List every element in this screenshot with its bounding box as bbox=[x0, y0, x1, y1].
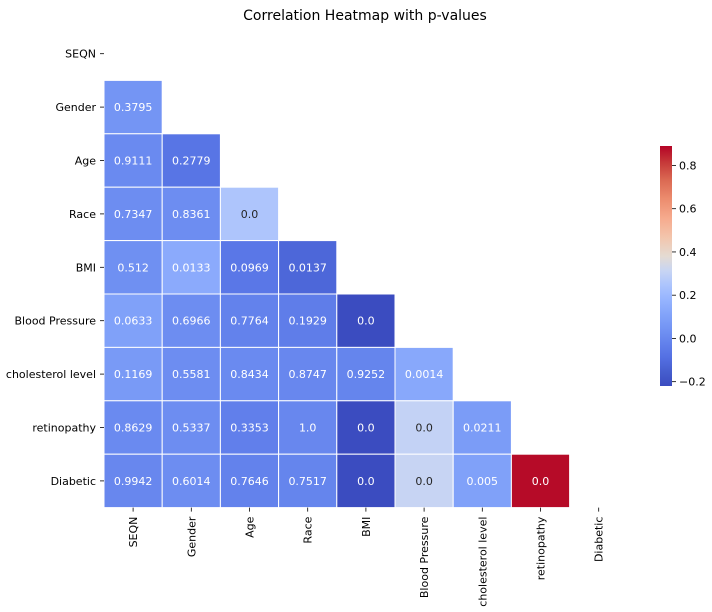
heatmap-cell bbox=[219, 453, 280, 509]
cell-value-label: 0.5581 bbox=[172, 368, 211, 381]
colorbar-tick-label: 0.0 bbox=[679, 332, 697, 345]
y-axis: SEQN Gender Age Race BMI Blood Pressure choles… bbox=[6, 48, 104, 488]
x-tick-label: BMI bbox=[360, 517, 373, 537]
y-tick-label: BMI bbox=[76, 261, 96, 274]
colorbar: −0.2 0.0 0.2 0.4 0.6 0.8 bbox=[660, 146, 706, 389]
cell-value-label: 0.0 bbox=[357, 475, 375, 488]
colorbar-gradient bbox=[660, 146, 672, 386]
heatmap-cells bbox=[103, 79, 571, 509]
cell-value-label: 0.8361 bbox=[172, 208, 211, 221]
cell-value-label: 0.9942 bbox=[114, 475, 153, 488]
cell-value-label: 0.0 bbox=[532, 475, 550, 488]
x-tick-label: Blood Pressure bbox=[418, 516, 431, 598]
cell-value-label: 0.7517 bbox=[288, 475, 327, 488]
heatmap-cell bbox=[278, 400, 338, 455]
colorbar-tick-label: −0.2 bbox=[679, 376, 706, 389]
heatmap-cell bbox=[161, 133, 221, 188]
cell-value-label: 0.2779 bbox=[172, 155, 211, 168]
x-tick-label: Gender bbox=[185, 516, 198, 557]
cell-value-label: 0.7347 bbox=[114, 208, 153, 221]
x-axis: SEQN Gender Age Race BMI Blood Pressure choles… bbox=[127, 507, 606, 607]
heatmap-cell bbox=[394, 346, 454, 402]
cell-value-label: 1.0 bbox=[299, 422, 317, 435]
cell-value-label: 0.8434 bbox=[230, 368, 269, 381]
cell-value-label: 0.0969 bbox=[230, 261, 269, 274]
y-tick-label: Blood Pressure bbox=[14, 315, 96, 328]
cell-value-label: 0.9111 bbox=[114, 155, 153, 168]
heatmap-cell bbox=[219, 346, 280, 402]
cell-value-label: 0.1929 bbox=[288, 315, 327, 328]
x-tick-label: Diabetic bbox=[593, 517, 606, 562]
heatmap-cell bbox=[278, 240, 338, 295]
cell-value-label: 0.7764 bbox=[230, 315, 269, 328]
heatmap-cell bbox=[103, 133, 163, 188]
cell-value-label: 0.0014 bbox=[405, 368, 444, 381]
y-tick-label: Age bbox=[75, 155, 97, 168]
x-tick-label: SEQN bbox=[127, 517, 140, 548]
x-tick-label: Age bbox=[244, 516, 257, 538]
heatmap-cell bbox=[278, 346, 338, 402]
heatmap-cell-labels: 0.3795 0.9111 0.2779 0.7347 0.8361 0.0 0.512 0.… bbox=[114, 101, 549, 488]
cell-value-label: 0.5337 bbox=[172, 422, 211, 435]
cell-value-label: 0.6966 bbox=[172, 315, 211, 328]
heatmap-cell bbox=[103, 79, 163, 135]
heatmap-cell bbox=[219, 186, 280, 242]
heatmap-cell bbox=[161, 240, 221, 295]
x-tick-label: cholesterol level bbox=[476, 517, 489, 607]
heatmap-cell bbox=[103, 453, 163, 509]
cell-value-label: 0.9252 bbox=[347, 368, 386, 381]
colorbar-tick-label: 0.4 bbox=[679, 246, 697, 259]
heatmap-cell bbox=[336, 346, 396, 402]
cell-value-label: 0.0 bbox=[357, 315, 375, 328]
cell-value-label: 0.0 bbox=[357, 422, 375, 435]
heatmap-cell bbox=[278, 293, 338, 348]
colorbar-ticks: −0.2 0.0 0.2 0.4 0.6 0.8 bbox=[672, 159, 706, 389]
cell-value-label: 0.7646 bbox=[230, 475, 269, 488]
y-tick-label: Gender bbox=[55, 101, 96, 114]
cell-value-label: 0.0211 bbox=[463, 422, 502, 435]
chart-title: Correlation Heatmap with p-values bbox=[243, 8, 487, 24]
y-tick-label: retinopathy bbox=[32, 422, 96, 435]
cell-value-label: 0.512 bbox=[117, 261, 149, 274]
cell-value-label: 0.0137 bbox=[288, 261, 327, 274]
cell-value-label: 0.6014 bbox=[172, 475, 211, 488]
cell-value-label: 0.005 bbox=[467, 475, 499, 488]
cell-value-label: 0.0 bbox=[415, 475, 433, 488]
heatmap-cell bbox=[161, 293, 221, 348]
y-tick-label: Race bbox=[69, 208, 96, 221]
x-tick-label: retinopathy bbox=[535, 516, 548, 580]
heatmap-cell bbox=[452, 400, 512, 455]
cell-value-label: 0.0633 bbox=[114, 315, 153, 328]
y-tick-label: SEQN bbox=[65, 48, 96, 61]
colorbar-tick-label: 0.8 bbox=[679, 159, 697, 172]
heatmap-cell bbox=[510, 453, 571, 509]
heatmap-cell bbox=[103, 400, 163, 455]
y-tick-label: Diabetic bbox=[51, 475, 96, 488]
cell-value-label: 0.8629 bbox=[114, 422, 153, 435]
y-tick-label: cholesterol level bbox=[6, 368, 96, 381]
cell-value-label: 0.3353 bbox=[230, 422, 269, 435]
cell-value-label: 0.0 bbox=[415, 422, 433, 435]
cell-value-label: 0.3795 bbox=[114, 101, 153, 114]
heatmap-cell bbox=[161, 346, 221, 402]
cell-value-label: 0.1169 bbox=[114, 368, 153, 381]
colorbar-tick-label: 0.2 bbox=[679, 289, 697, 302]
cell-value-label: 0.0 bbox=[241, 208, 259, 221]
x-tick-label: Race bbox=[302, 516, 315, 543]
heatmap-cell bbox=[161, 400, 221, 455]
colorbar-tick-label: 0.6 bbox=[679, 203, 697, 216]
heatmap-cell bbox=[394, 400, 454, 455]
cell-value-label: 0.0133 bbox=[172, 261, 211, 274]
cell-value-label: 0.8747 bbox=[288, 368, 327, 381]
